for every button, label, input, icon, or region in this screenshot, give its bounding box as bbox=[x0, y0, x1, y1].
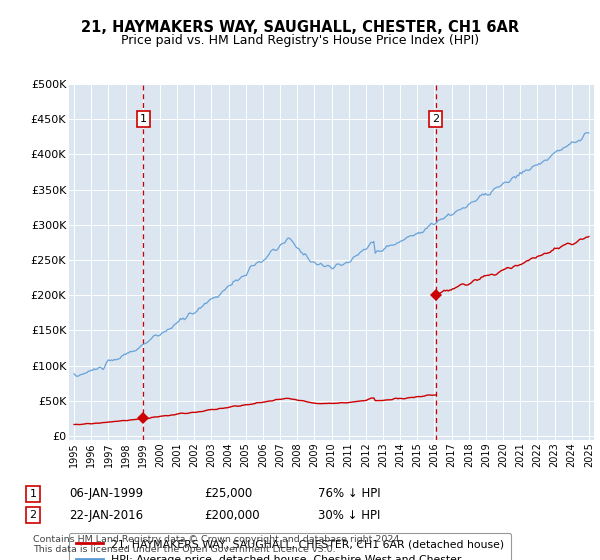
Text: 1: 1 bbox=[29, 489, 37, 499]
Text: 76% ↓ HPI: 76% ↓ HPI bbox=[318, 487, 380, 501]
Text: 06-JAN-1999: 06-JAN-1999 bbox=[69, 487, 143, 501]
Text: 30% ↓ HPI: 30% ↓ HPI bbox=[318, 508, 380, 522]
Text: 22-JAN-2016: 22-JAN-2016 bbox=[69, 508, 143, 522]
Text: £200,000: £200,000 bbox=[204, 508, 260, 522]
Text: 21, HAYMAKERS WAY, SAUGHALL, CHESTER, CH1 6AR: 21, HAYMAKERS WAY, SAUGHALL, CHESTER, CH… bbox=[81, 20, 519, 35]
Text: Price paid vs. HM Land Registry's House Price Index (HPI): Price paid vs. HM Land Registry's House … bbox=[121, 34, 479, 46]
Text: 2: 2 bbox=[432, 114, 439, 124]
Text: £25,000: £25,000 bbox=[204, 487, 252, 501]
Text: 1: 1 bbox=[140, 114, 147, 124]
Text: Contains HM Land Registry data © Crown copyright and database right 2024.
This d: Contains HM Land Registry data © Crown c… bbox=[33, 535, 403, 554]
Legend: 21, HAYMAKERS WAY, SAUGHALL, CHESTER, CH1 6AR (detached house), HPI: Average pri: 21, HAYMAKERS WAY, SAUGHALL, CHESTER, CH… bbox=[69, 533, 511, 560]
Text: 2: 2 bbox=[29, 510, 37, 520]
